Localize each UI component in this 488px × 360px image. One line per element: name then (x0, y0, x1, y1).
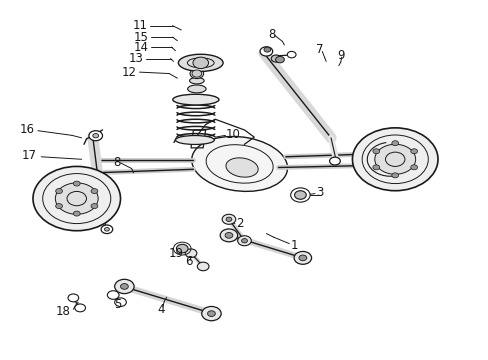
Circle shape (91, 203, 98, 208)
Circle shape (222, 214, 235, 224)
Circle shape (73, 181, 80, 186)
Circle shape (225, 217, 231, 221)
Circle shape (241, 239, 247, 243)
Ellipse shape (189, 77, 203, 84)
Ellipse shape (191, 136, 287, 192)
Circle shape (115, 279, 134, 294)
Circle shape (287, 51, 295, 58)
Circle shape (275, 57, 284, 63)
Circle shape (372, 165, 379, 170)
Ellipse shape (225, 158, 258, 177)
Circle shape (201, 306, 221, 321)
Circle shape (410, 149, 417, 154)
Circle shape (192, 70, 201, 77)
Text: 15: 15 (133, 31, 148, 44)
Circle shape (176, 244, 188, 253)
Circle shape (391, 141, 398, 146)
Circle shape (91, 189, 98, 194)
Circle shape (298, 255, 306, 261)
Circle shape (68, 294, 79, 302)
Circle shape (93, 134, 99, 138)
Circle shape (391, 173, 398, 178)
Text: 19: 19 (169, 247, 184, 260)
Ellipse shape (175, 135, 214, 144)
Circle shape (352, 128, 437, 191)
Circle shape (264, 47, 270, 52)
Circle shape (271, 55, 281, 62)
Text: 8: 8 (267, 28, 275, 41)
Circle shape (104, 228, 109, 231)
Circle shape (115, 298, 126, 306)
Circle shape (56, 189, 62, 194)
Circle shape (237, 236, 251, 246)
Text: 4: 4 (157, 303, 164, 316)
Circle shape (410, 165, 417, 170)
Circle shape (329, 157, 340, 165)
Circle shape (75, 304, 85, 312)
Text: 12: 12 (122, 66, 137, 78)
Text: 9: 9 (336, 49, 344, 62)
Text: 13: 13 (128, 52, 143, 65)
Text: 14: 14 (133, 41, 148, 54)
Text: 8: 8 (113, 156, 121, 169)
Circle shape (197, 262, 208, 271)
Text: 18: 18 (56, 305, 71, 318)
Text: 5: 5 (114, 298, 122, 311)
Circle shape (193, 57, 208, 68)
Text: 1: 1 (289, 239, 297, 252)
Circle shape (56, 203, 62, 208)
Circle shape (294, 191, 305, 199)
Circle shape (224, 233, 232, 238)
Text: 16: 16 (20, 123, 35, 136)
Text: 11: 11 (132, 19, 147, 32)
Text: 17: 17 (22, 149, 37, 162)
Circle shape (185, 249, 197, 257)
Text: 3: 3 (316, 186, 323, 199)
Text: 10: 10 (225, 128, 241, 141)
Circle shape (293, 251, 311, 264)
Circle shape (374, 144, 415, 174)
Circle shape (107, 291, 119, 299)
Circle shape (33, 166, 120, 231)
Ellipse shape (187, 85, 205, 93)
Circle shape (55, 183, 98, 214)
Circle shape (101, 225, 113, 234)
Circle shape (89, 131, 102, 141)
Text: 6: 6 (185, 255, 192, 268)
Text: 2: 2 (235, 217, 243, 230)
Ellipse shape (190, 68, 203, 78)
Circle shape (120, 284, 128, 289)
Circle shape (220, 229, 237, 242)
Ellipse shape (178, 54, 223, 71)
Circle shape (207, 311, 215, 316)
Circle shape (260, 47, 272, 56)
Circle shape (372, 149, 379, 154)
Circle shape (73, 211, 80, 216)
Ellipse shape (172, 94, 219, 105)
Text: 7: 7 (316, 43, 323, 56)
